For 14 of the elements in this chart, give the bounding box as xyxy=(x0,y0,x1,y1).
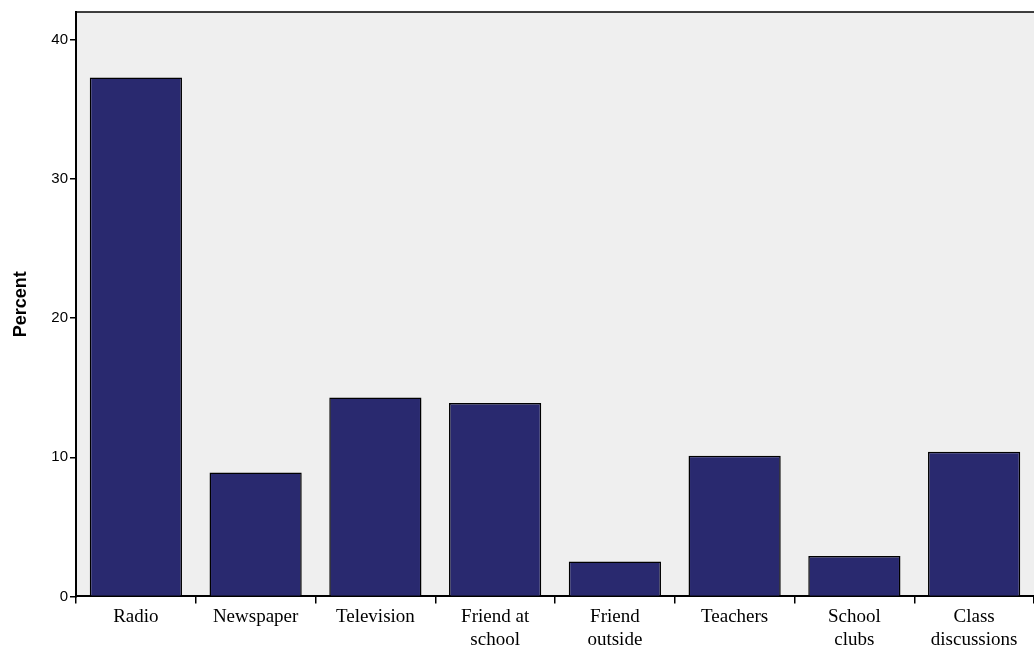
x-tick-label: Friend outside xyxy=(587,604,643,649)
x-tick-label: Teachers xyxy=(701,604,769,626)
y-tick-label: 10 xyxy=(51,447,68,465)
x-tick-label: School clubs xyxy=(827,604,881,649)
x-tick-label: Class discussions xyxy=(930,604,1018,649)
y-tick-label: 0 xyxy=(59,586,68,604)
y-tick-label: 40 xyxy=(51,29,68,47)
y-axis-title: Percent xyxy=(9,271,30,338)
y-tick-label: 30 xyxy=(51,169,68,187)
x-tick-label: Friend at school xyxy=(461,604,530,649)
x-tick-label: Radio xyxy=(113,604,159,626)
y-tick-label: 20 xyxy=(51,308,68,326)
x-tick-label: Television xyxy=(335,604,416,626)
x-tick-label: Newspaper xyxy=(212,604,300,626)
